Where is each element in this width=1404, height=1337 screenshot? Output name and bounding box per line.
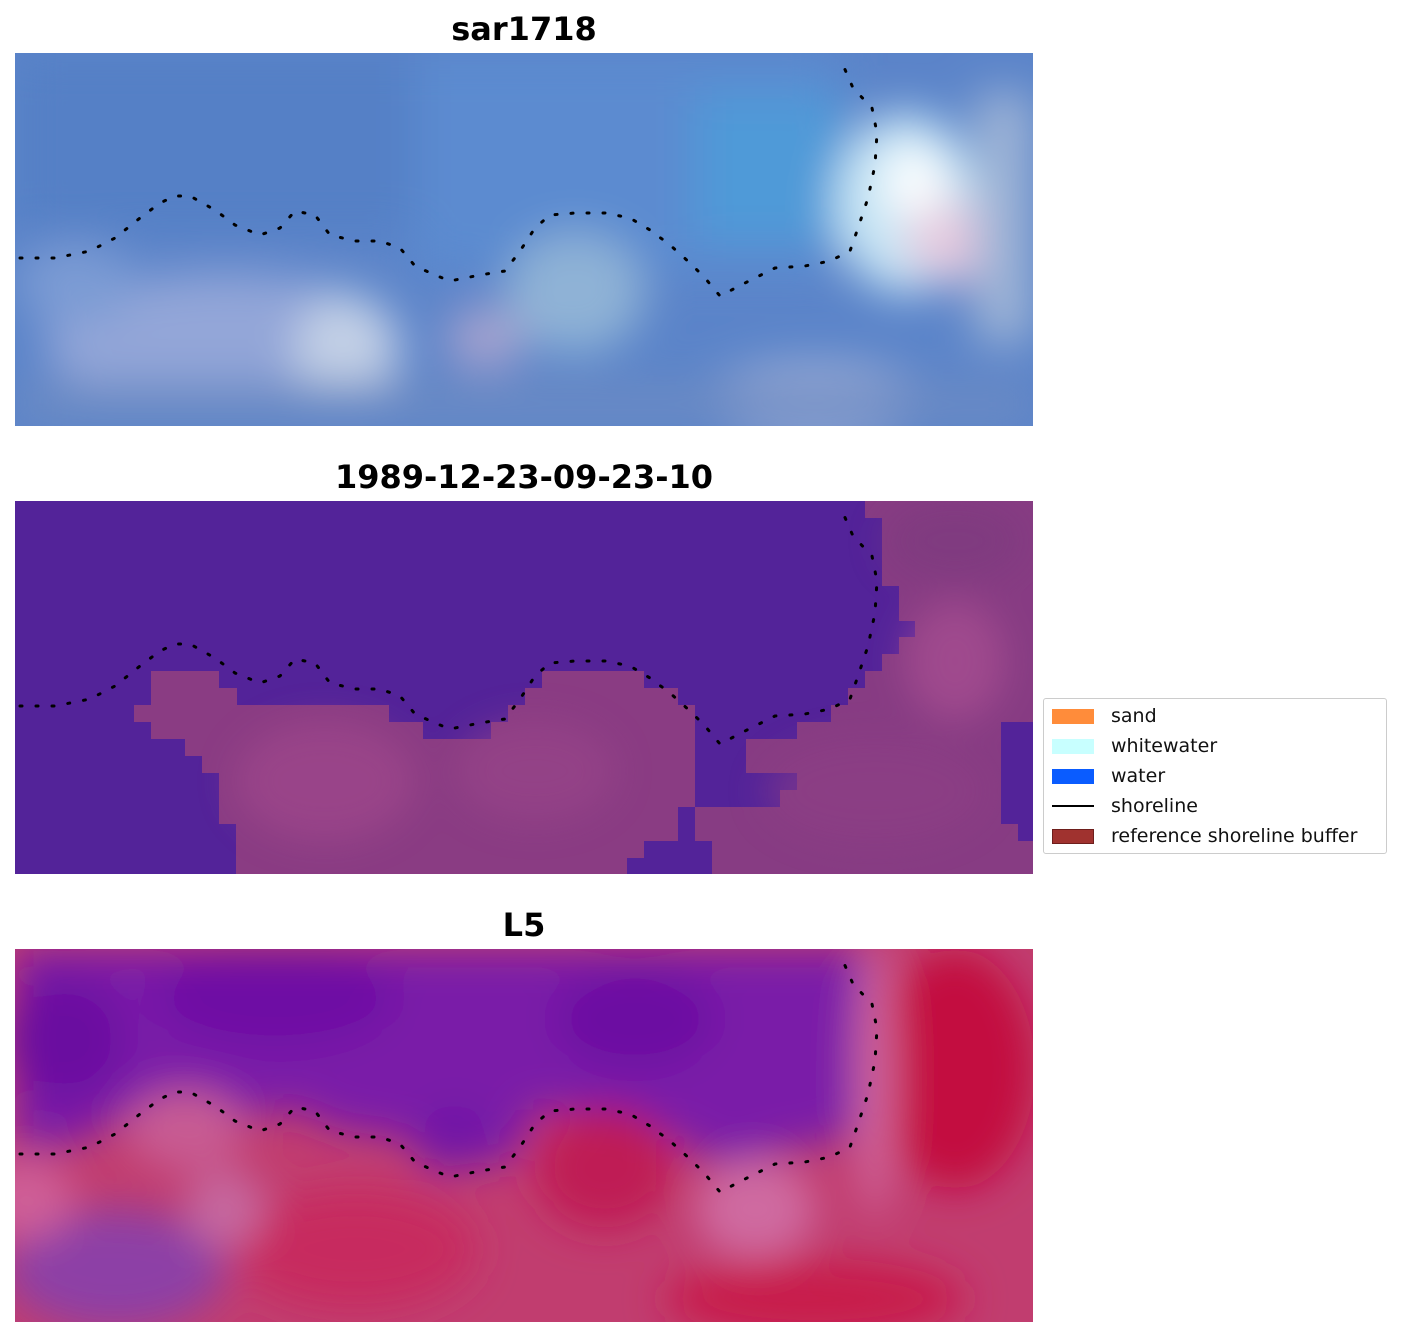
rgb-satellite-image — [15, 53, 1033, 426]
whitewater-swatch — [1052, 738, 1094, 754]
panel-title-rgb: sar1718 — [451, 10, 597, 48]
legend-label-water: water — [1111, 765, 1166, 787]
legend-label-sand: sand — [1111, 705, 1157, 727]
panel-title-date: 1989-12-23-09-23-10 — [334, 458, 714, 496]
legend-item-water: water — [1052, 765, 1165, 787]
legend-label-reference-buffer: reference shoreline buffer — [1111, 825, 1358, 847]
index-image — [15, 949, 1033, 1322]
legend: sand whitewater water shoreline referenc… — [1043, 698, 1387, 854]
legend-label-shoreline: shoreline — [1111, 795, 1198, 817]
legend-item-shoreline: shoreline — [1052, 795, 1198, 817]
shoreline-classified — [18, 504, 879, 746]
shoreline-rgb — [18, 56, 879, 298]
legend-item-sand: sand — [1052, 705, 1157, 727]
legend-item-reference-buffer: reference shoreline buffer — [1052, 825, 1357, 847]
reference-buffer-swatch — [1052, 828, 1094, 844]
shoreline-swatch — [1052, 805, 1094, 807]
panel-title-satellite: L5 — [502, 906, 546, 944]
classified-image — [15, 501, 1033, 874]
shoreline-index — [18, 952, 879, 1194]
sand-swatch — [1052, 708, 1094, 724]
legend-item-whitewater: whitewater — [1052, 735, 1217, 757]
water-swatch — [1052, 768, 1094, 784]
legend-label-whitewater: whitewater — [1111, 735, 1218, 757]
